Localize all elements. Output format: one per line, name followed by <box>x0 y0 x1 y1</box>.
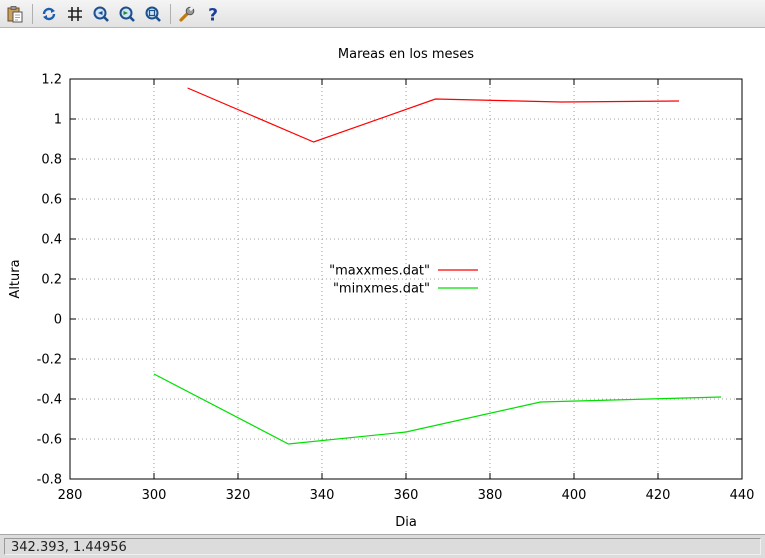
plot-area[interactable]: 280 300 320 340 360 380 400 420 440 1.2 1 0.8 0.6 0.4… <box>0 28 765 534</box>
x-axis-label: Dia <box>395 515 417 530</box>
y-tick-label: -0.4 <box>37 393 62 408</box>
copy-clipboard-button[interactable] <box>4 3 26 25</box>
zoom-back-icon <box>93 6 109 22</box>
x-tick-label: 320 <box>226 488 251 503</box>
x-tick-label: 360 <box>394 488 419 503</box>
legend-label-2: "minxmes.dat" <box>333 282 430 297</box>
line-chart: 280 300 320 340 360 380 400 420 440 1.2 1 0.8 0.6 0.4… <box>8 47 755 530</box>
zoom-reset-icon <box>145 6 161 22</box>
legend-label-1: "maxxmes.dat" <box>329 264 430 279</box>
x-tick-label: 280 <box>58 488 83 503</box>
zoom-previous-button[interactable] <box>90 3 112 25</box>
plot-border <box>69 78 743 480</box>
coordinate-readout: 342.393, 1.44956 <box>4 538 761 555</box>
wrench-icon <box>179 6 195 22</box>
series-line-2 <box>153 373 722 445</box>
y-tick-label: -0.2 <box>37 353 62 368</box>
y-tick-label: 1 <box>54 113 62 128</box>
y-tick-label: 0.6 <box>41 193 62 208</box>
y-tick-label: 0 <box>54 313 62 328</box>
y-tick-label: 0.2 <box>41 273 62 288</box>
y-tick-label: 0.8 <box>41 153 62 168</box>
y-tick-label: -0.8 <box>37 473 62 488</box>
x-tick-label: 440 <box>730 488 755 503</box>
grid-icon <box>68 6 82 21</box>
x-tick-label: 420 <box>646 488 671 503</box>
y-tick-label: 0.4 <box>41 233 62 248</box>
help-icon: ? <box>208 5 218 23</box>
y-tick-label: -0.6 <box>37 433 62 448</box>
status-bar: 342.393, 1.44956 <box>0 534 765 558</box>
toolbar-separator <box>32 3 33 24</box>
series-line-1 <box>187 87 680 143</box>
x-tick-label: 300 <box>142 488 167 503</box>
refresh-icon <box>42 7 56 20</box>
y-tick-label: 1.2 <box>41 73 62 88</box>
options-button[interactable] <box>176 3 198 25</box>
x-tick-label: 380 <box>478 488 503 503</box>
chart-title: Mareas en los meses <box>338 47 474 62</box>
zoom-next-button[interactable] <box>116 3 138 25</box>
svg-text:?: ? <box>208 5 218 23</box>
clipboard-icon <box>7 5 23 22</box>
zoom-forward-icon <box>119 6 135 22</box>
unzoom-button[interactable] <box>142 3 164 25</box>
replot-button[interactable] <box>38 3 60 25</box>
grid-button[interactable] <box>64 3 86 25</box>
x-tick-label: 340 <box>310 488 335 503</box>
toolbar: ? <box>0 0 765 28</box>
y-axis-label: Altura <box>8 259 23 298</box>
toolbar-separator <box>170 3 171 24</box>
x-tick-label: 400 <box>562 488 587 503</box>
help-button[interactable]: ? <box>202 3 224 25</box>
